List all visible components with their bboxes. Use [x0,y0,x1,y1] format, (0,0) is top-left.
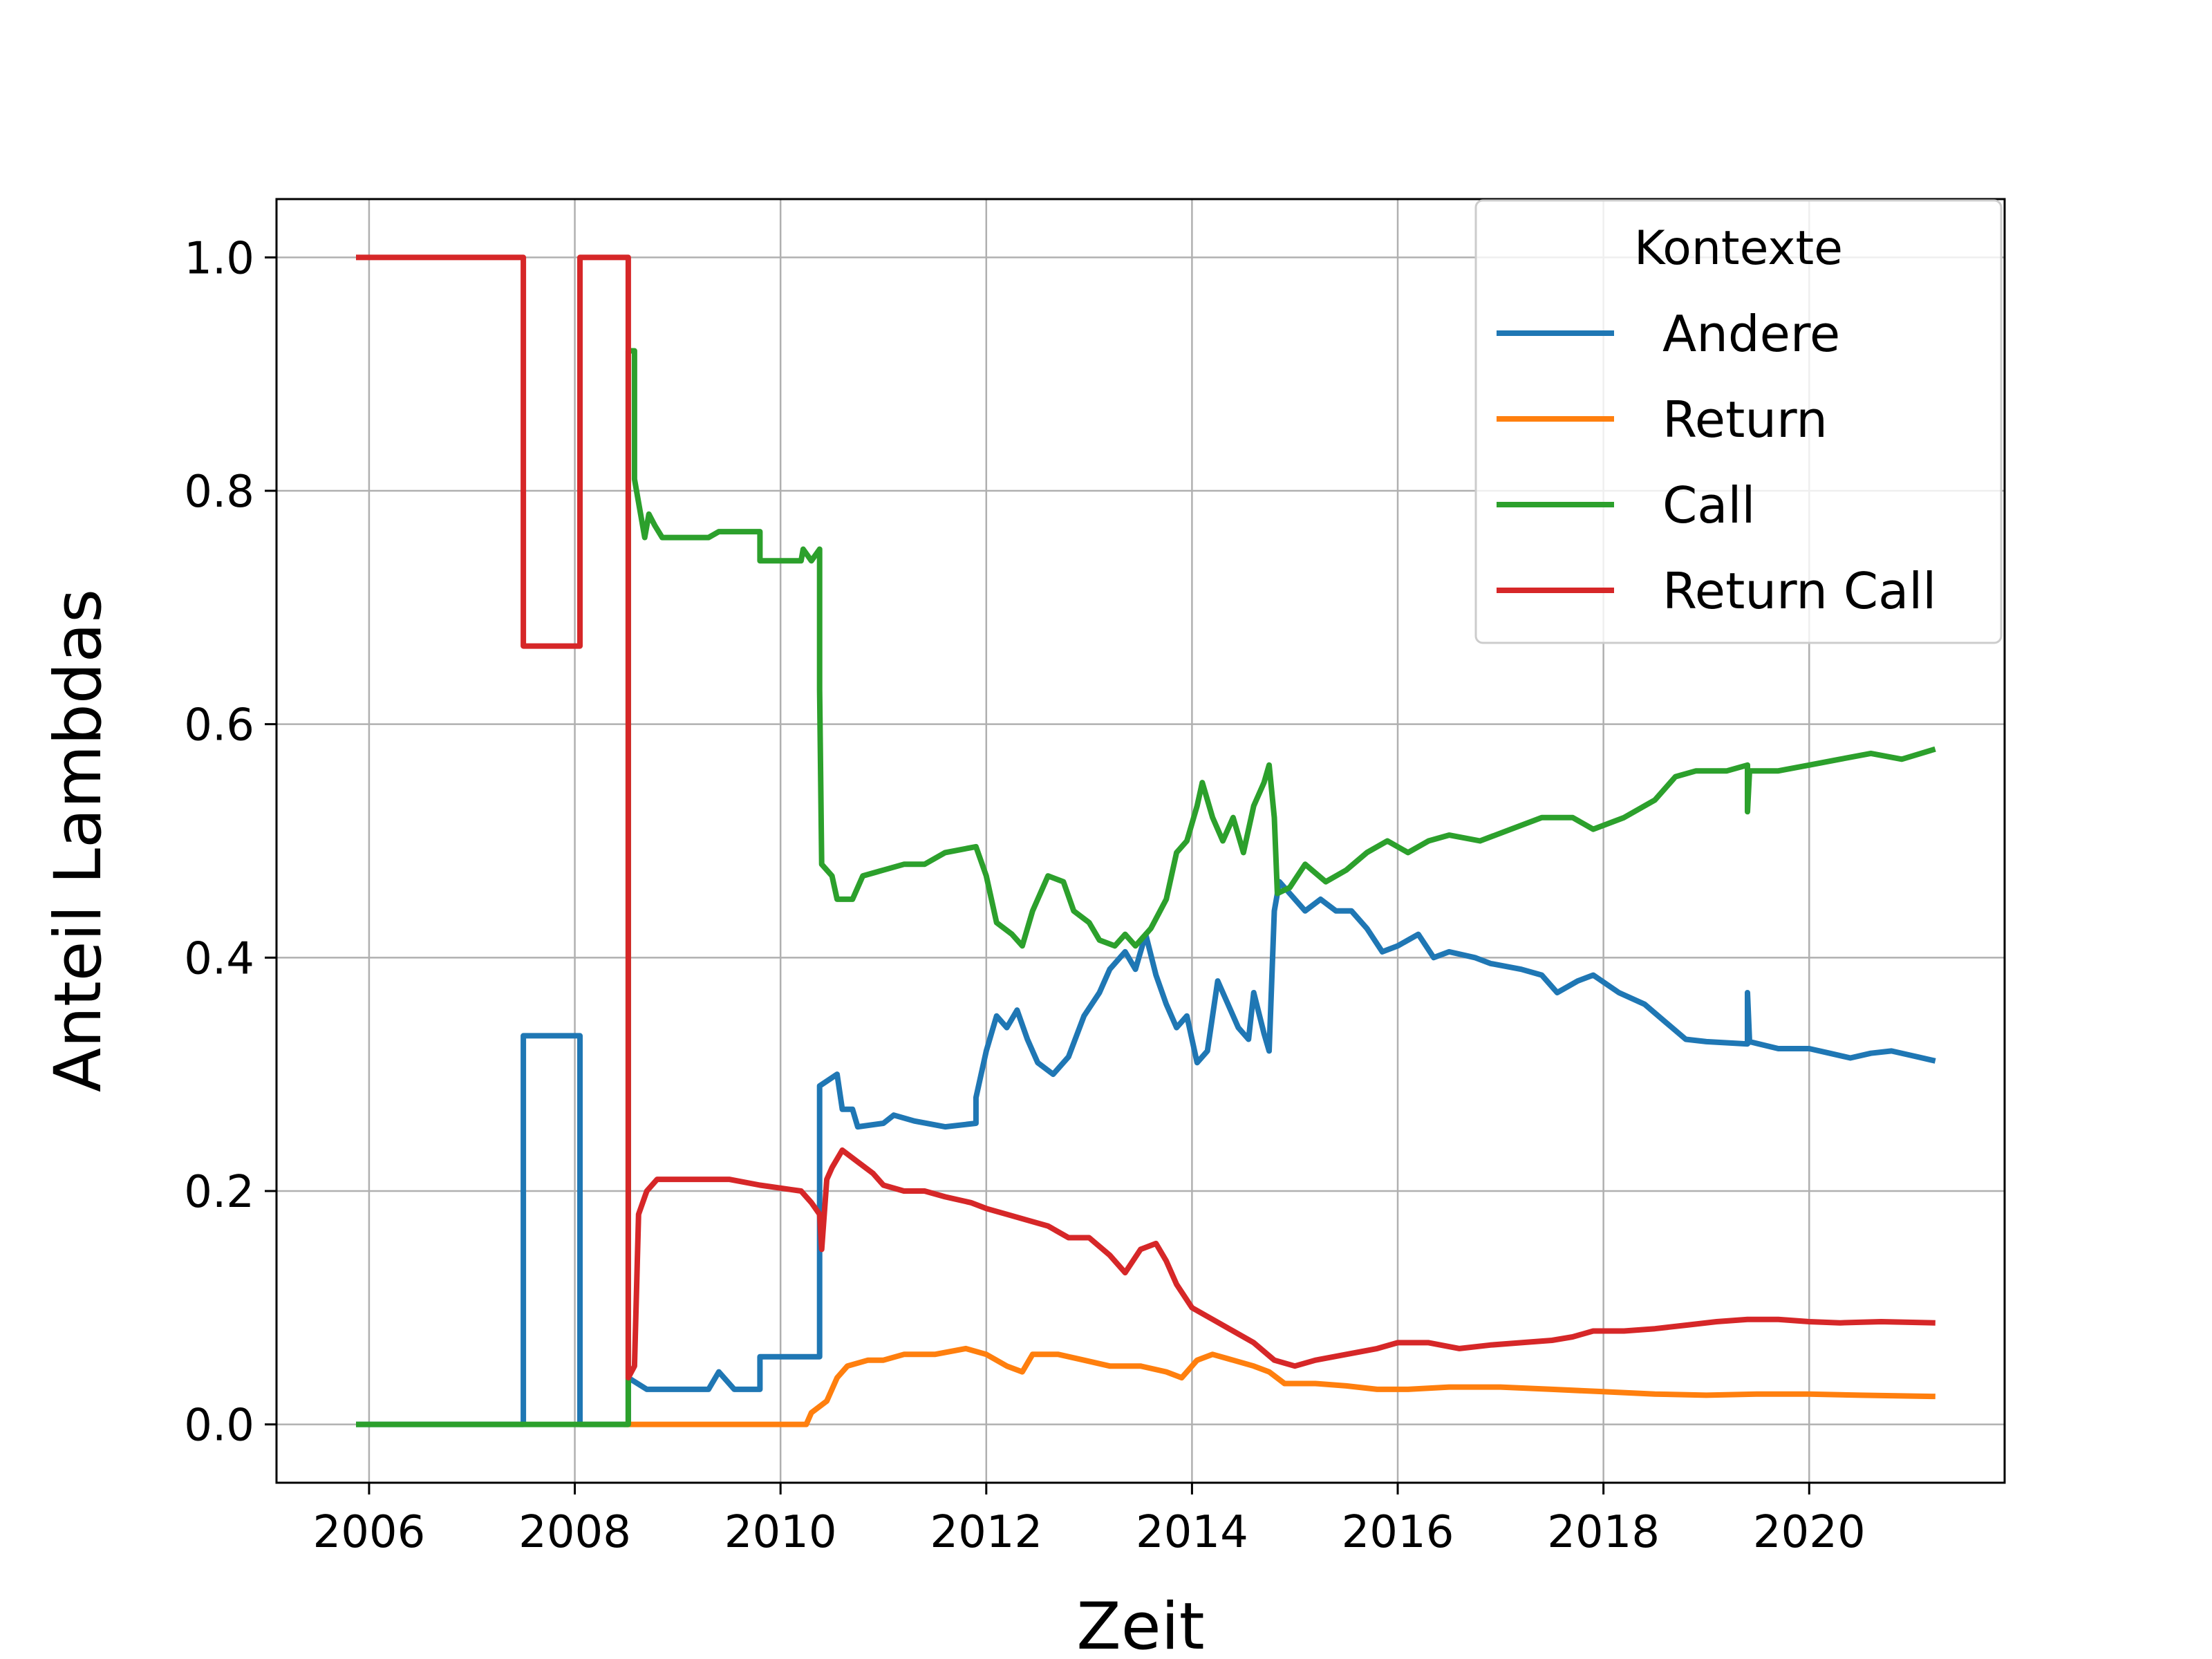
y-axis-ticks: 0.0 0.2 0.4 0.6 0.8 1.0 [184,233,276,1452]
y-tick-label: 0.6 [184,700,254,751]
series-line-andere [356,879,1936,1427]
legend: Kontexte Andere Return Call Return Call [1474,199,2003,644]
x-tick-label: 2010 [724,1507,837,1558]
x-axis-title: Zeit [1076,1589,1204,1659]
y-tick-label: 1.0 [184,233,254,284]
x-tick-label: 2016 [1342,1507,1454,1558]
series-line-return-call [356,254,1936,1381]
legend-label-call: Call [1662,476,1755,534]
axes-frame [275,198,2006,1484]
legend-label-return: Return [1662,391,1828,449]
y-tick-label: 0.0 [184,1400,254,1452]
x-tick-label: 2014 [1136,1507,1248,1558]
y-tick-label: 0.2 [184,1167,254,1218]
legend-label-return-call: Return Call [1662,562,1936,620]
series-lines [356,254,1936,1427]
x-tick-label: 2018 [1547,1507,1660,1558]
legend-title: Kontexte [1634,221,1843,276]
x-tick-label: 2008 [518,1507,631,1558]
x-tick-label: 2006 [312,1507,425,1558]
legend-label-andere: Andere [1662,305,1840,363]
legend-box [1474,199,2003,644]
y-tick-label: 0.8 [184,467,254,518]
y-tick-label: 0.4 [184,933,254,984]
legend-entries: Andere Return Call Return Call [1497,305,1936,620]
series-line-return [624,1345,1936,1427]
x-tick-label: 2012 [930,1507,1042,1558]
x-axis-ticks: 2006 2008 2010 2012 2014 2016 2018 2020 [312,1483,1866,1558]
x-tick-label: 2020 [1753,1507,1866,1558]
y-axis-title: Anteil Lambdas [41,589,116,1092]
series-line-call [356,348,1936,1427]
